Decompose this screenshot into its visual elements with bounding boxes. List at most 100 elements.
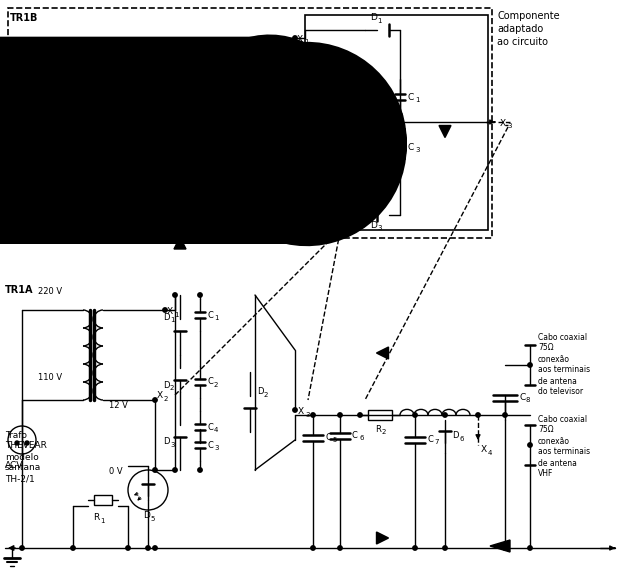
Text: de antena: de antena xyxy=(538,377,577,386)
Circle shape xyxy=(162,308,168,312)
Circle shape xyxy=(528,363,532,367)
Polygon shape xyxy=(439,126,451,137)
Circle shape xyxy=(412,413,418,417)
Circle shape xyxy=(173,468,178,472)
Text: 1: 1 xyxy=(415,97,419,103)
Text: 1: 1 xyxy=(304,39,309,45)
Circle shape xyxy=(173,293,178,297)
Polygon shape xyxy=(490,540,510,552)
Circle shape xyxy=(20,546,24,550)
Text: 1: 1 xyxy=(174,312,179,318)
Text: X: X xyxy=(297,35,303,44)
Text: 4: 4 xyxy=(214,427,218,433)
Polygon shape xyxy=(376,532,389,544)
Text: 12 V: 12 V xyxy=(109,400,128,410)
Polygon shape xyxy=(376,347,389,359)
Polygon shape xyxy=(244,160,256,172)
Text: 2: 2 xyxy=(264,392,268,398)
Bar xyxy=(368,410,392,420)
Text: 300 mA: 300 mA xyxy=(10,115,45,124)
Text: C: C xyxy=(207,311,213,319)
Text: 2: 2 xyxy=(164,396,168,402)
Text: D: D xyxy=(143,512,150,520)
Circle shape xyxy=(398,113,402,117)
Circle shape xyxy=(311,546,315,550)
Circle shape xyxy=(146,546,150,550)
Text: 75Ω: 75Ω xyxy=(538,344,554,353)
Text: Componente: Componente xyxy=(497,11,559,21)
Text: X: X xyxy=(500,119,506,127)
Text: D: D xyxy=(370,220,377,229)
Circle shape xyxy=(476,413,480,417)
Bar xyxy=(8,8,492,238)
Text: TH-2/1: TH-2/1 xyxy=(5,474,35,483)
Text: 1: 1 xyxy=(214,315,219,321)
Text: do televisor: do televisor xyxy=(538,387,583,396)
Circle shape xyxy=(152,546,158,550)
Text: X: X xyxy=(157,391,163,400)
Circle shape xyxy=(292,408,297,412)
Text: D: D xyxy=(163,437,169,446)
Text: de antena: de antena xyxy=(538,458,577,467)
Polygon shape xyxy=(174,189,186,201)
Text: 220 V: 220 V xyxy=(103,56,127,65)
Circle shape xyxy=(292,218,297,222)
Text: VHF: VHF xyxy=(538,470,553,478)
Text: 2: 2 xyxy=(170,385,174,391)
Text: TR1B: TR1B xyxy=(10,13,38,23)
Text: C: C xyxy=(325,432,331,441)
Circle shape xyxy=(338,546,342,550)
Text: 2: 2 xyxy=(214,382,218,388)
Text: 3: 3 xyxy=(415,147,419,153)
Text: C: C xyxy=(207,423,213,432)
Text: C: C xyxy=(427,435,433,444)
Text: 3: 3 xyxy=(507,123,511,129)
Text: 0 V: 0 V xyxy=(109,467,122,477)
Circle shape xyxy=(442,413,448,417)
Text: 110 V: 110 V xyxy=(103,115,127,124)
Text: X: X xyxy=(298,407,304,416)
Text: 2: 2 xyxy=(304,216,308,222)
Text: 12 V: 12 V xyxy=(174,143,193,152)
Polygon shape xyxy=(142,72,154,84)
Text: 12 V: 12 V xyxy=(174,52,193,61)
Text: 3: 3 xyxy=(214,445,219,451)
Text: 6: 6 xyxy=(459,436,464,442)
Text: 3: 3 xyxy=(170,442,174,448)
Circle shape xyxy=(152,468,158,472)
Text: D: D xyxy=(370,14,377,23)
Circle shape xyxy=(398,127,402,131)
Text: X: X xyxy=(197,126,203,135)
Circle shape xyxy=(71,546,75,550)
Circle shape xyxy=(126,546,130,550)
Text: ao circuito: ao circuito xyxy=(497,37,548,47)
Circle shape xyxy=(198,293,202,297)
Text: D: D xyxy=(163,381,169,390)
Text: 5: 5 xyxy=(332,437,336,443)
Text: ACV: ACV xyxy=(5,461,23,470)
Text: R: R xyxy=(375,424,381,433)
Text: 8: 8 xyxy=(526,397,531,403)
Text: 1: 1 xyxy=(170,317,174,323)
Bar xyxy=(305,15,488,230)
Circle shape xyxy=(528,546,532,550)
Circle shape xyxy=(357,413,362,417)
Circle shape xyxy=(152,398,158,402)
Text: 6: 6 xyxy=(359,435,364,441)
Text: 1: 1 xyxy=(377,18,381,24)
Circle shape xyxy=(338,413,342,417)
Text: D: D xyxy=(257,387,264,396)
Text: D: D xyxy=(163,312,169,321)
Text: aos terminais: aos terminais xyxy=(538,448,590,457)
Circle shape xyxy=(311,413,315,417)
Text: X: X xyxy=(481,445,487,454)
Text: C: C xyxy=(519,392,525,402)
Text: 4: 4 xyxy=(488,450,492,456)
Polygon shape xyxy=(174,131,186,143)
Text: 75Ω: 75Ω xyxy=(538,425,554,435)
Text: C: C xyxy=(408,143,414,152)
Text: Cabo coaxial: Cabo coaxial xyxy=(538,415,587,424)
Bar xyxy=(94,495,112,505)
Text: 7: 7 xyxy=(434,439,439,445)
Text: C: C xyxy=(207,441,213,449)
